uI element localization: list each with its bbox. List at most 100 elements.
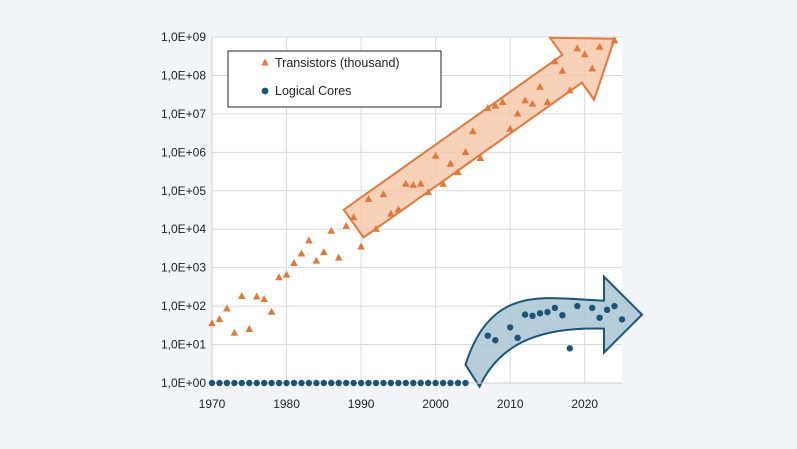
logical-cores-point — [216, 379, 223, 387]
logical-cores-point — [357, 379, 365, 387]
transistor-point — [372, 224, 380, 232]
logical-cores-point — [208, 379, 216, 387]
transistor-point — [446, 159, 455, 167]
y-tick-label: 1,0E+07 — [161, 107, 206, 121]
logical-cores-point — [253, 379, 260, 387]
logical-cores-point — [551, 304, 559, 312]
logical-cores-point — [536, 310, 544, 317]
transistor-point — [290, 259, 298, 266]
transistor-point — [387, 209, 395, 217]
logical-cores-point — [454, 379, 462, 387]
logical-cores-point — [343, 379, 350, 387]
transistor-point — [543, 98, 552, 105]
transistor-point — [208, 319, 216, 327]
logical-cores-point — [611, 302, 618, 310]
transistor-point — [320, 248, 328, 256]
transistor-point — [252, 292, 261, 300]
logical-cores-point — [544, 308, 551, 316]
transistor-point — [454, 168, 462, 176]
y-tick-label: 1,0E+06 — [161, 145, 206, 159]
transistor-point — [305, 236, 313, 244]
logical-cores-point — [298, 379, 305, 387]
transistor-point — [349, 213, 358, 221]
logical-cores-point — [328, 379, 335, 387]
logical-cores-point — [618, 316, 626, 323]
logical-cores-point — [223, 379, 231, 387]
logical-cores-point — [350, 379, 357, 387]
logical-cores-point — [447, 379, 454, 387]
logical-cores-point — [365, 379, 372, 387]
y-tick-label: 1,0E+08 — [161, 68, 206, 82]
x-tick-label: 1990 — [348, 397, 375, 411]
logical-cores-point — [305, 379, 313, 387]
transistor-point — [267, 307, 276, 315]
logical-cores-point — [335, 379, 342, 387]
y-tick-label: 1,0E+00 — [161, 376, 206, 390]
legend: Transistors (thousand) Logical Cores — [227, 50, 442, 108]
logical-cores-point — [290, 379, 298, 387]
transistor-point — [424, 188, 432, 196]
transistor-point — [260, 295, 268, 302]
logical-cores-point — [514, 334, 521, 341]
legend-label-logical-cores: Logical Cores — [275, 84, 351, 98]
transistor-point — [610, 36, 619, 44]
logical-cores-point — [484, 332, 491, 339]
transistor-point — [595, 42, 604, 50]
transistor-point — [484, 104, 492, 111]
transistor-point — [528, 99, 537, 107]
transistor-point — [416, 179, 425, 187]
logical-cores-point — [596, 314, 603, 321]
transistor-point — [394, 205, 403, 213]
logical-cores-point — [246, 379, 253, 387]
transistor-point — [566, 86, 574, 94]
logical-cores-point — [283, 379, 290, 387]
x-tick-labels: 1970 1980 1990 2000 2010 2020 — [199, 397, 599, 411]
logical-cores-point — [380, 379, 387, 387]
transistor-point — [476, 154, 485, 161]
logical-cores-point — [589, 304, 596, 312]
transistor-point — [409, 180, 418, 188]
transistor-point — [521, 96, 529, 104]
logical-cores-point — [313, 379, 320, 387]
transistor-point — [558, 66, 567, 74]
logical-cores-point — [529, 312, 536, 319]
y-tick-label: 1,0E+02 — [161, 299, 206, 313]
logical-cores-point — [492, 337, 499, 344]
transistor-point — [215, 315, 224, 323]
logical-cores-point — [439, 379, 447, 387]
legend-triangle-marker — [261, 58, 269, 66]
x-tick-label: 1980 — [273, 397, 300, 411]
logical-cores-point — [432, 379, 439, 387]
y-tick-label: 1,0E+04 — [161, 222, 206, 236]
transistor-point — [469, 127, 477, 135]
data-points — [208, 36, 626, 387]
transistor-point — [275, 273, 283, 281]
logical-cores-point — [559, 312, 566, 319]
logical-cores-point — [417, 379, 424, 387]
transistor-point — [551, 57, 559, 65]
logical-cores-point — [387, 379, 395, 387]
logical-cores-point — [275, 379, 283, 387]
x-tick-label: 2000 — [422, 397, 449, 411]
cores-trend-arrow — [464, 274, 644, 389]
y-tick-label: 1,0E+01 — [161, 338, 206, 352]
transistor-point — [230, 328, 239, 336]
logical-cores-point — [507, 324, 514, 331]
transistor-point — [379, 190, 388, 198]
x-tick-label: 2010 — [497, 397, 524, 411]
transistor-point — [402, 179, 410, 187]
logical-cores-point — [372, 379, 380, 387]
transistor-point — [364, 195, 373, 202]
transistor-point — [312, 256, 321, 264]
logical-cores-point — [268, 379, 275, 387]
x-tick-label: 1970 — [199, 397, 226, 411]
logical-cores-point — [603, 306, 611, 313]
transistor-point — [461, 148, 470, 155]
transistor-point — [223, 304, 231, 312]
transistor-point — [431, 151, 440, 159]
logical-cores-point — [410, 379, 417, 387]
transistor-point — [327, 226, 336, 234]
transistor-point — [513, 109, 522, 117]
transistor-point — [491, 101, 500, 109]
logical-cores-point — [395, 379, 402, 387]
